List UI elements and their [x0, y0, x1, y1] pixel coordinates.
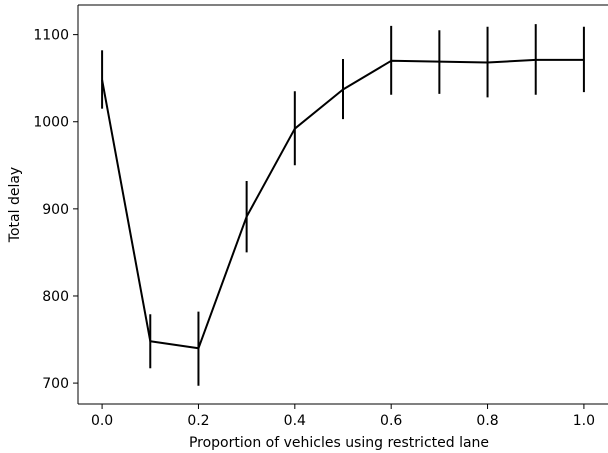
error-bars [101, 24, 585, 386]
x-tick-label: 0.0 [91, 413, 113, 429]
axes-layer: 0.0 0.2 0.4 0.6 0.8 1.0 700 800 900 1000 1100 [33, 4, 608, 429]
y-tick-label: 700 [42, 376, 69, 392]
x-axis-label: Proportion of vehicles using restricted … [189, 435, 489, 451]
y-tick-label: 1000 [33, 115, 69, 131]
series-line [101, 58, 584, 350]
y-tick-label: 800 [42, 289, 69, 305]
y-tick-label: 900 [42, 202, 69, 218]
x-tick-label: 0.2 [187, 413, 209, 429]
x-tick-label: 0.8 [476, 413, 498, 429]
x-tick-label: 1.0 [573, 413, 595, 429]
y-axis-label: Total delay [7, 167, 23, 243]
data-series [101, 58, 584, 350]
x-tick-label: 0.6 [380, 413, 402, 429]
y-tick-label: 1100 [33, 28, 69, 44]
x-tick-label: 0.4 [284, 413, 306, 429]
